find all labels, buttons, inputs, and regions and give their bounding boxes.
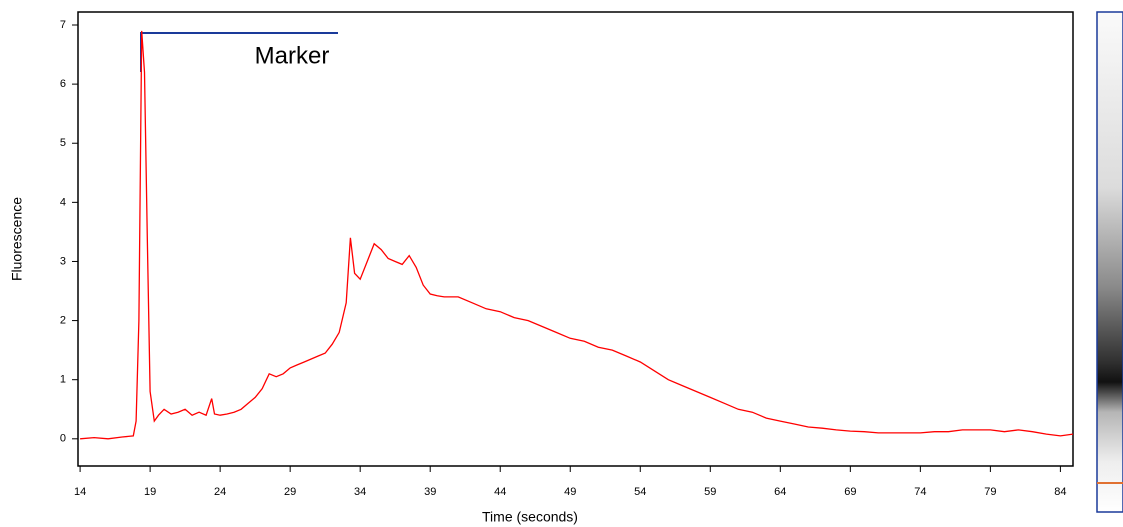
data-line — [80, 31, 1073, 439]
y-tick-label: 2 — [60, 314, 66, 326]
x-tick-label: 84 — [1054, 486, 1066, 498]
x-tick-label: 34 — [354, 486, 366, 498]
y-axis-label: Fluorescence — [9, 197, 25, 281]
x-tick-label: 64 — [774, 486, 786, 498]
x-axis-label: Time (seconds) — [482, 509, 578, 525]
x-tick-label: 59 — [704, 486, 716, 498]
x-tick-label: 29 — [284, 486, 296, 498]
y-tick-label: 3 — [60, 255, 66, 267]
x-tick-label: 19 — [144, 486, 156, 498]
x-tick-label: 24 — [214, 486, 226, 498]
x-tick-label: 79 — [984, 486, 996, 498]
x-tick-label: 69 — [844, 486, 856, 498]
x-tick-label: 54 — [634, 486, 646, 498]
x-tick-label: 49 — [564, 486, 576, 498]
gel-lane — [1097, 12, 1123, 512]
plot-frame — [78, 12, 1073, 466]
y-tick-label: 0 — [60, 433, 66, 445]
y-tick-label: 6 — [60, 78, 66, 90]
marker-label: Marker — [255, 42, 330, 69]
x-tick-label: 39 — [424, 486, 436, 498]
y-tick-label: 5 — [60, 137, 66, 149]
y-tick-label: 4 — [60, 196, 66, 208]
x-tick-label: 74 — [914, 486, 926, 498]
x-tick-label: 44 — [494, 486, 506, 498]
y-tick-label: 7 — [60, 19, 66, 31]
x-tick-label: 14 — [74, 486, 86, 498]
chart: Time (seconds) Fluorescence Marker 01234… — [0, 0, 1123, 527]
y-tick-label: 1 — [60, 374, 66, 386]
